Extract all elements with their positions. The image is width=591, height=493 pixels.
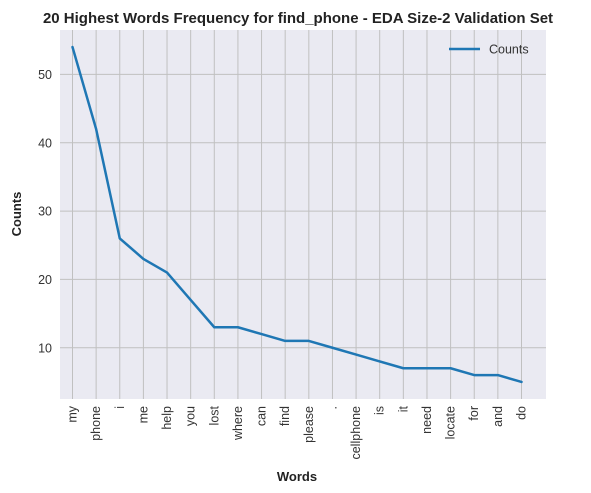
y-tick-label: 30 <box>38 205 52 219</box>
plot-area <box>60 30 546 399</box>
x-tick-label: my <box>66 405 80 422</box>
y-tick-labels: 10 20 30 40 50 <box>38 68 52 355</box>
series-line <box>71 45 523 384</box>
y-tick-label: 10 <box>38 341 52 355</box>
grid-lines <box>60 30 546 399</box>
x-tick-label: help <box>160 406 174 430</box>
legend: Counts <box>449 43 529 57</box>
x-tick-label: lost <box>207 405 221 425</box>
x-tick-label: find <box>278 406 292 426</box>
x-tick-label: i <box>113 406 127 409</box>
x-tick-label: please <box>302 406 316 443</box>
y-tick-label: 40 <box>38 136 52 150</box>
x-tick-label: need <box>420 406 434 434</box>
x-tick-label: locate <box>444 406 458 439</box>
x-tick-label: . <box>325 406 339 409</box>
y-tick-label: 20 <box>38 273 52 287</box>
x-tick-label: phone <box>89 406 103 441</box>
y-tick-label: 50 <box>38 68 52 82</box>
x-tick-label: you <box>184 406 198 426</box>
x-tick-label: is <box>373 406 387 415</box>
chart-title: 20 Highest Words Frequency for find_phon… <box>43 10 553 27</box>
x-tick-label: can <box>255 406 269 426</box>
legend-label-counts: Counts <box>489 43 529 57</box>
x-tick-label: me <box>136 406 150 423</box>
x-tick-label: and <box>491 406 505 427</box>
x-tick-labels: my phone i me help you lost where can find please.… <box>66 405 529 459</box>
x-tick-label: it <box>396 405 410 412</box>
x-tick-label: do <box>515 406 529 420</box>
x-tick-label: cellphone <box>349 406 363 460</box>
y-axis-label: Counts <box>9 192 24 237</box>
x-axis-label: Words <box>277 469 317 484</box>
x-tick-label: where <box>231 406 245 441</box>
series-layer <box>71 45 523 384</box>
x-tick-label: for <box>467 406 481 421</box>
